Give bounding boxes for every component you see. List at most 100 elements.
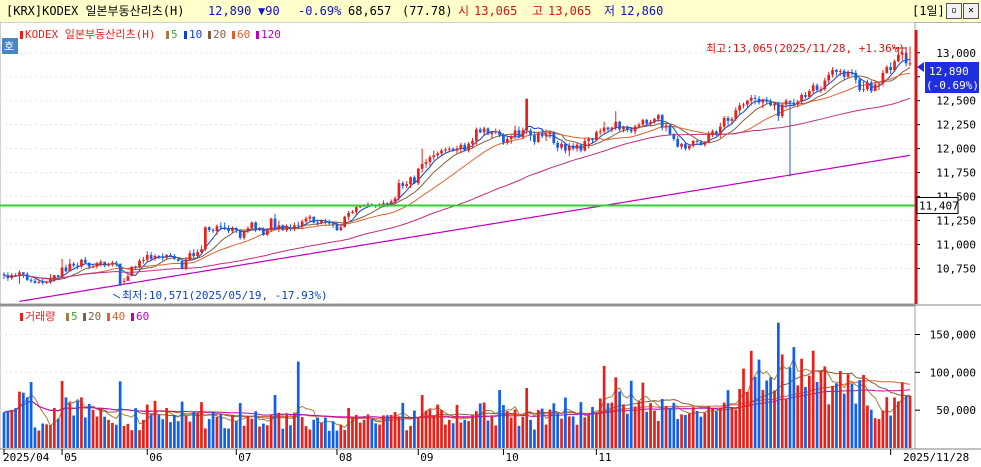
volume-bar xyxy=(602,365,606,448)
volume-bar xyxy=(893,397,896,448)
close-icon[interactable]: ✕ xyxy=(963,3,979,19)
volume-bar xyxy=(52,407,56,448)
volume-bar xyxy=(811,350,815,448)
x-tick-label: 07 xyxy=(238,451,251,464)
volume-bar xyxy=(64,397,68,448)
volume-bar xyxy=(153,400,157,448)
volume-bar xyxy=(95,416,99,448)
volume-bar xyxy=(331,421,335,448)
candle-body xyxy=(858,79,862,91)
candle-body xyxy=(149,255,153,259)
volume-bar xyxy=(788,367,792,448)
candle-body xyxy=(893,61,896,71)
hline-value-badge[interactable] xyxy=(916,196,959,214)
candle-body xyxy=(192,253,196,256)
volume-bar xyxy=(467,421,470,448)
price-tick-label: 10,750 xyxy=(936,262,976,275)
volume-bar xyxy=(668,407,672,448)
volume-bar xyxy=(107,419,110,448)
volume-bar xyxy=(529,419,532,448)
volume-bar xyxy=(83,417,87,448)
candle-body xyxy=(788,100,792,103)
candle-body xyxy=(866,82,869,90)
candle-body xyxy=(184,259,188,269)
volume-bar xyxy=(858,380,862,448)
volume-bar xyxy=(234,421,238,448)
volume-bar xyxy=(753,376,757,448)
candle-body xyxy=(234,228,238,231)
volume-bar xyxy=(246,416,250,448)
candle-body xyxy=(761,99,765,103)
candle-body xyxy=(598,131,602,133)
candle-body xyxy=(153,255,157,259)
candle-body xyxy=(188,253,192,260)
candle-body xyxy=(641,119,645,125)
ma5-legend: 5 xyxy=(171,28,178,41)
volume-bar xyxy=(502,405,505,448)
volume-bar xyxy=(517,425,521,448)
candle-body xyxy=(540,133,544,137)
candle-body xyxy=(784,100,788,105)
candle-body xyxy=(653,118,656,122)
volume-bar xyxy=(335,430,339,448)
candle-body xyxy=(730,118,734,121)
candle-body xyxy=(560,143,563,148)
candle-body xyxy=(95,263,99,267)
candle-body xyxy=(664,125,668,128)
candle-body xyxy=(629,129,633,132)
volume-bar xyxy=(900,382,904,448)
volume-bar xyxy=(687,413,691,448)
restore-icon[interactable]: ▫ xyxy=(946,3,962,19)
volume-bar xyxy=(614,377,618,448)
volume-bar xyxy=(587,415,590,448)
candle-body xyxy=(211,230,215,232)
candle-body xyxy=(637,124,641,127)
volume-bar xyxy=(726,390,730,448)
candle-body xyxy=(343,216,347,228)
max-annotation: 최고:13,065(2025/11/28, +1.36%) xyxy=(706,42,905,55)
volume-bar xyxy=(25,397,29,448)
current-price-badge-price: 12,890 xyxy=(929,65,969,78)
candle-body xyxy=(490,132,494,135)
candle-body xyxy=(622,126,625,130)
candle-body xyxy=(68,263,72,272)
candle-body xyxy=(196,252,199,256)
volume-bar xyxy=(436,404,439,448)
volume-bar xyxy=(188,421,192,448)
volume-bar xyxy=(2,412,6,448)
volume-bar xyxy=(564,397,567,448)
candle-body xyxy=(293,225,296,230)
volume-bar xyxy=(873,418,877,448)
candle-body xyxy=(583,140,587,151)
volume-bar xyxy=(76,400,79,448)
x-tick-label: 10 xyxy=(505,451,518,464)
price-panel xyxy=(0,22,916,305)
candle-body xyxy=(564,143,567,151)
volume-bar xyxy=(800,358,803,448)
x-tick-label: 09 xyxy=(420,451,433,464)
candle-body xyxy=(904,52,908,64)
volume-bar xyxy=(134,408,137,448)
volume-bar xyxy=(649,403,652,448)
candle-body xyxy=(765,99,769,102)
volume-bar xyxy=(877,419,881,448)
chart-canvas: 호 KODEX 일본부동산리츠(H) 5 10 20 60 120 최고:13,… xyxy=(0,22,981,464)
quote-badge[interactable] xyxy=(2,38,18,54)
volume-bar xyxy=(455,404,459,448)
candle-body xyxy=(815,85,819,91)
candle-body xyxy=(22,272,25,275)
candle-body xyxy=(885,67,889,73)
candle-body xyxy=(416,168,420,184)
candle-body xyxy=(87,262,91,267)
candle-body xyxy=(165,255,168,258)
candle-body xyxy=(176,258,180,261)
period-selector[interactable]: [1일] xyxy=(912,4,945,18)
open-value: 13,065 xyxy=(474,4,518,18)
volume-bar xyxy=(486,420,490,448)
volume-bar xyxy=(138,430,141,448)
candle-body xyxy=(339,227,343,231)
candle-body xyxy=(656,115,660,119)
volume-bar xyxy=(746,391,749,448)
volume-bar xyxy=(354,414,358,448)
candle-body xyxy=(436,153,439,156)
